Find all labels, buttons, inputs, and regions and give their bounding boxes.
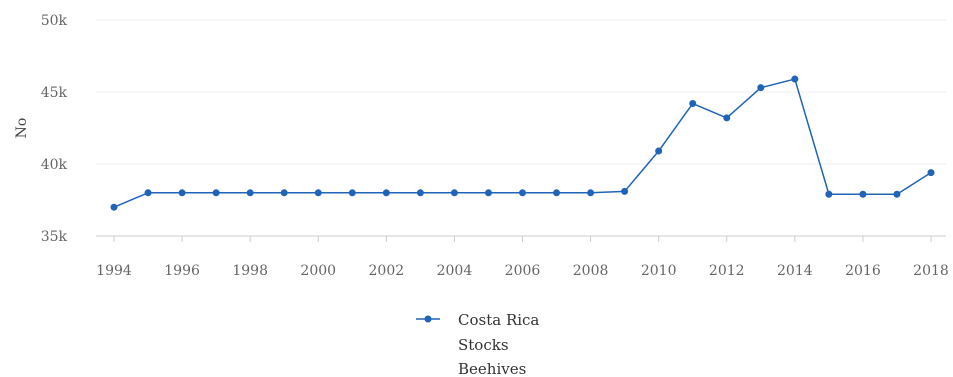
x-tick-label: 2006 [505,263,541,279]
gridlines [96,19,946,165]
data-point [416,189,424,197]
x-axis: 1994 1996 1998 2000 2002 2004 2006 2008 2010 2012… [96,235,949,279]
data-point [859,190,867,198]
x-tick-label: 2014 [777,263,813,279]
legend[interactable]: Costa Rica Stocks Beehives [416,311,539,377]
data-point [791,75,799,83]
x-tick-label: 2018 [913,263,949,279]
data-point [348,189,356,197]
data-point [110,203,118,211]
data-point [689,100,697,108]
data-point [757,84,765,92]
series-line [113,78,932,208]
x-tick-label: 2002 [369,263,405,279]
data-point [723,114,731,122]
x-tick-label: 1994 [96,263,132,279]
y-axis-label: No [14,118,30,139]
legend-label-line-3: Beehives [458,360,526,377]
data-point [655,147,663,155]
y-tick-label: 50k [41,13,68,29]
legend-label-line-2: Stocks [458,336,509,354]
data-point [450,189,458,197]
data-point [212,189,220,197]
data-point [178,189,186,197]
y-tick-label: 35k [41,229,68,245]
legend-label-line-1: Costa Rica [458,311,539,329]
x-tick-label: 2004 [437,263,473,279]
data-point [144,189,152,197]
x-tick-label: 2010 [641,263,677,279]
data-point [280,189,288,197]
y-tick-label: 40k [41,157,68,173]
data-point [246,189,254,197]
data-point [587,189,595,197]
data-point [314,189,322,197]
data-point [382,189,390,197]
y-axis-tick-labels: 35k 40k 45k 50k [41,13,68,245]
data-point [893,190,901,198]
x-tick-label: 1996 [164,263,200,279]
x-tick-label: 2008 [573,263,609,279]
legend-point-marker [424,315,432,323]
x-tick-label: 2012 [709,263,745,279]
data-point [519,189,526,197]
x-tick-label: 2016 [845,263,881,279]
data-point [484,189,492,197]
data-point [553,189,561,197]
y-tick-label: 45k [41,85,68,101]
series-group [110,75,935,211]
data-point [825,190,833,198]
x-tick-label: 2000 [300,263,336,279]
data-point [621,187,629,195]
data-point [927,169,935,177]
x-tick-label: 1998 [232,263,268,279]
